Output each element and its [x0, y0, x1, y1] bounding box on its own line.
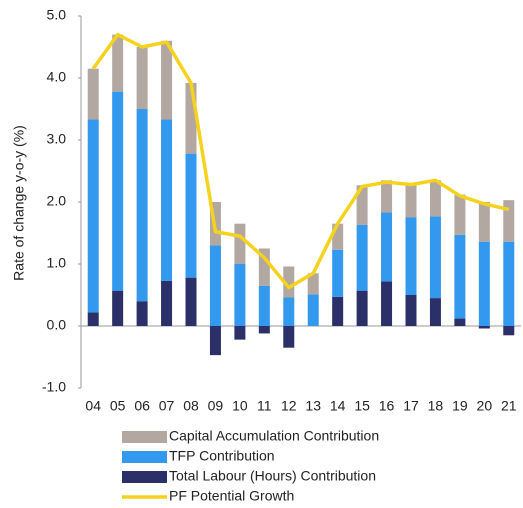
y-axis-label: Rate of change y-o-y (%): [11, 125, 27, 281]
x-tick-label: 09: [208, 398, 224, 414]
bar-segment: [136, 109, 148, 302]
bar-segment: [136, 47, 148, 109]
x-tick-label: 12: [281, 398, 297, 414]
x-tick-label: 06: [134, 398, 150, 414]
bar-segment: [307, 273, 319, 295]
bar-segment: [429, 298, 441, 326]
bar-segment: [356, 185, 368, 225]
x-tick-label: 18: [428, 398, 444, 414]
x-tick-label: 08: [183, 398, 199, 414]
bar-segment: [356, 224, 368, 291]
bar-segment: [332, 296, 344, 326]
x-tick-label: 19: [452, 398, 468, 414]
bar-segment: [478, 202, 490, 242]
x-tick-label: 21: [501, 398, 517, 414]
bar-segment: [283, 297, 295, 326]
line: [91, 32, 510, 290]
x-tick-label: 13: [305, 398, 321, 414]
bar-segment: [112, 91, 124, 291]
bar-segment: [405, 185, 417, 218]
bar-segment: [258, 248, 270, 286]
bar-segment: [258, 326, 270, 334]
bar-segment: [87, 119, 99, 313]
x-tick-label: 17: [403, 398, 419, 414]
y-tick-label: 3.0: [47, 131, 67, 147]
x-tick-label: 05: [110, 398, 126, 414]
bar-segment: [503, 326, 515, 336]
bar-segment: [136, 301, 148, 326]
bar-segment: [503, 241, 515, 326]
bar-segment: [503, 200, 515, 242]
bar-segment: [429, 180, 441, 217]
bar-segment: [478, 241, 490, 326]
legend-swatch: [122, 471, 167, 483]
bar-segment: [161, 119, 173, 281]
bar-segment: [87, 68, 99, 120]
bar-segment: [332, 249, 344, 297]
y-tick-label: 0.0: [47, 317, 67, 333]
y-tick-label: 5.0: [47, 7, 67, 23]
x-tick-label: 10: [232, 398, 248, 414]
bar-segment: [381, 180, 393, 213]
bar-segment: [185, 277, 197, 326]
y-tick-label: 1.0: [47, 255, 67, 271]
bar-segment: [161, 280, 173, 326]
bar-segment: [234, 326, 246, 340]
x-tick-label: 16: [379, 398, 395, 414]
bar-segment: [185, 153, 197, 278]
y-tick-label: 2.0: [47, 193, 67, 209]
bar-segment: [234, 264, 246, 326]
bar-segment: [161, 40, 173, 120]
bar-segment: [112, 34, 124, 92]
bar-segment: [381, 212, 393, 282]
legend-swatch: [122, 431, 167, 443]
x-tick-label: 14: [330, 398, 346, 414]
x-tick-label: 04: [85, 398, 101, 414]
x-tick-label: 15: [354, 398, 370, 414]
bar-segment: [185, 82, 197, 154]
bar-segment: [112, 290, 124, 326]
bar-segment: [429, 216, 441, 299]
bar-segment: [87, 312, 99, 326]
bar-segment: [307, 294, 319, 326]
bar-segment: [405, 217, 417, 295]
bar-segment: [283, 326, 295, 348]
bar-segment: [258, 285, 270, 326]
bar-segment: [209, 326, 221, 356]
bar-segment: [405, 295, 417, 326]
bar-segment: [454, 234, 466, 319]
bar-segment: [234, 223, 246, 264]
bar-segment: [381, 281, 393, 326]
bar-segment: [356, 290, 368, 326]
y-tick-label: -1.0: [42, 379, 66, 395]
bar-segment: [454, 194, 466, 235]
bar-segment: [478, 326, 490, 329]
legend-swatch: [122, 451, 167, 463]
y-tick-label: 4.0: [47, 69, 67, 85]
legend-label: Capital Accumulation Contribution: [169, 428, 379, 444]
bar-segment: [209, 245, 221, 326]
x-tick-label: 07: [159, 398, 175, 414]
bar-segment: [283, 266, 295, 298]
x-tick-label: 11: [257, 398, 272, 414]
x-tick-label: 20: [477, 398, 493, 414]
legend-label: PF Potential Growth: [169, 488, 294, 504]
legend-label: Total Labour (Hours) Contribution: [169, 468, 376, 484]
legend-label: TFP Contribution: [169, 448, 275, 464]
bar-segment: [332, 223, 344, 250]
bar-segment: [454, 318, 466, 326]
